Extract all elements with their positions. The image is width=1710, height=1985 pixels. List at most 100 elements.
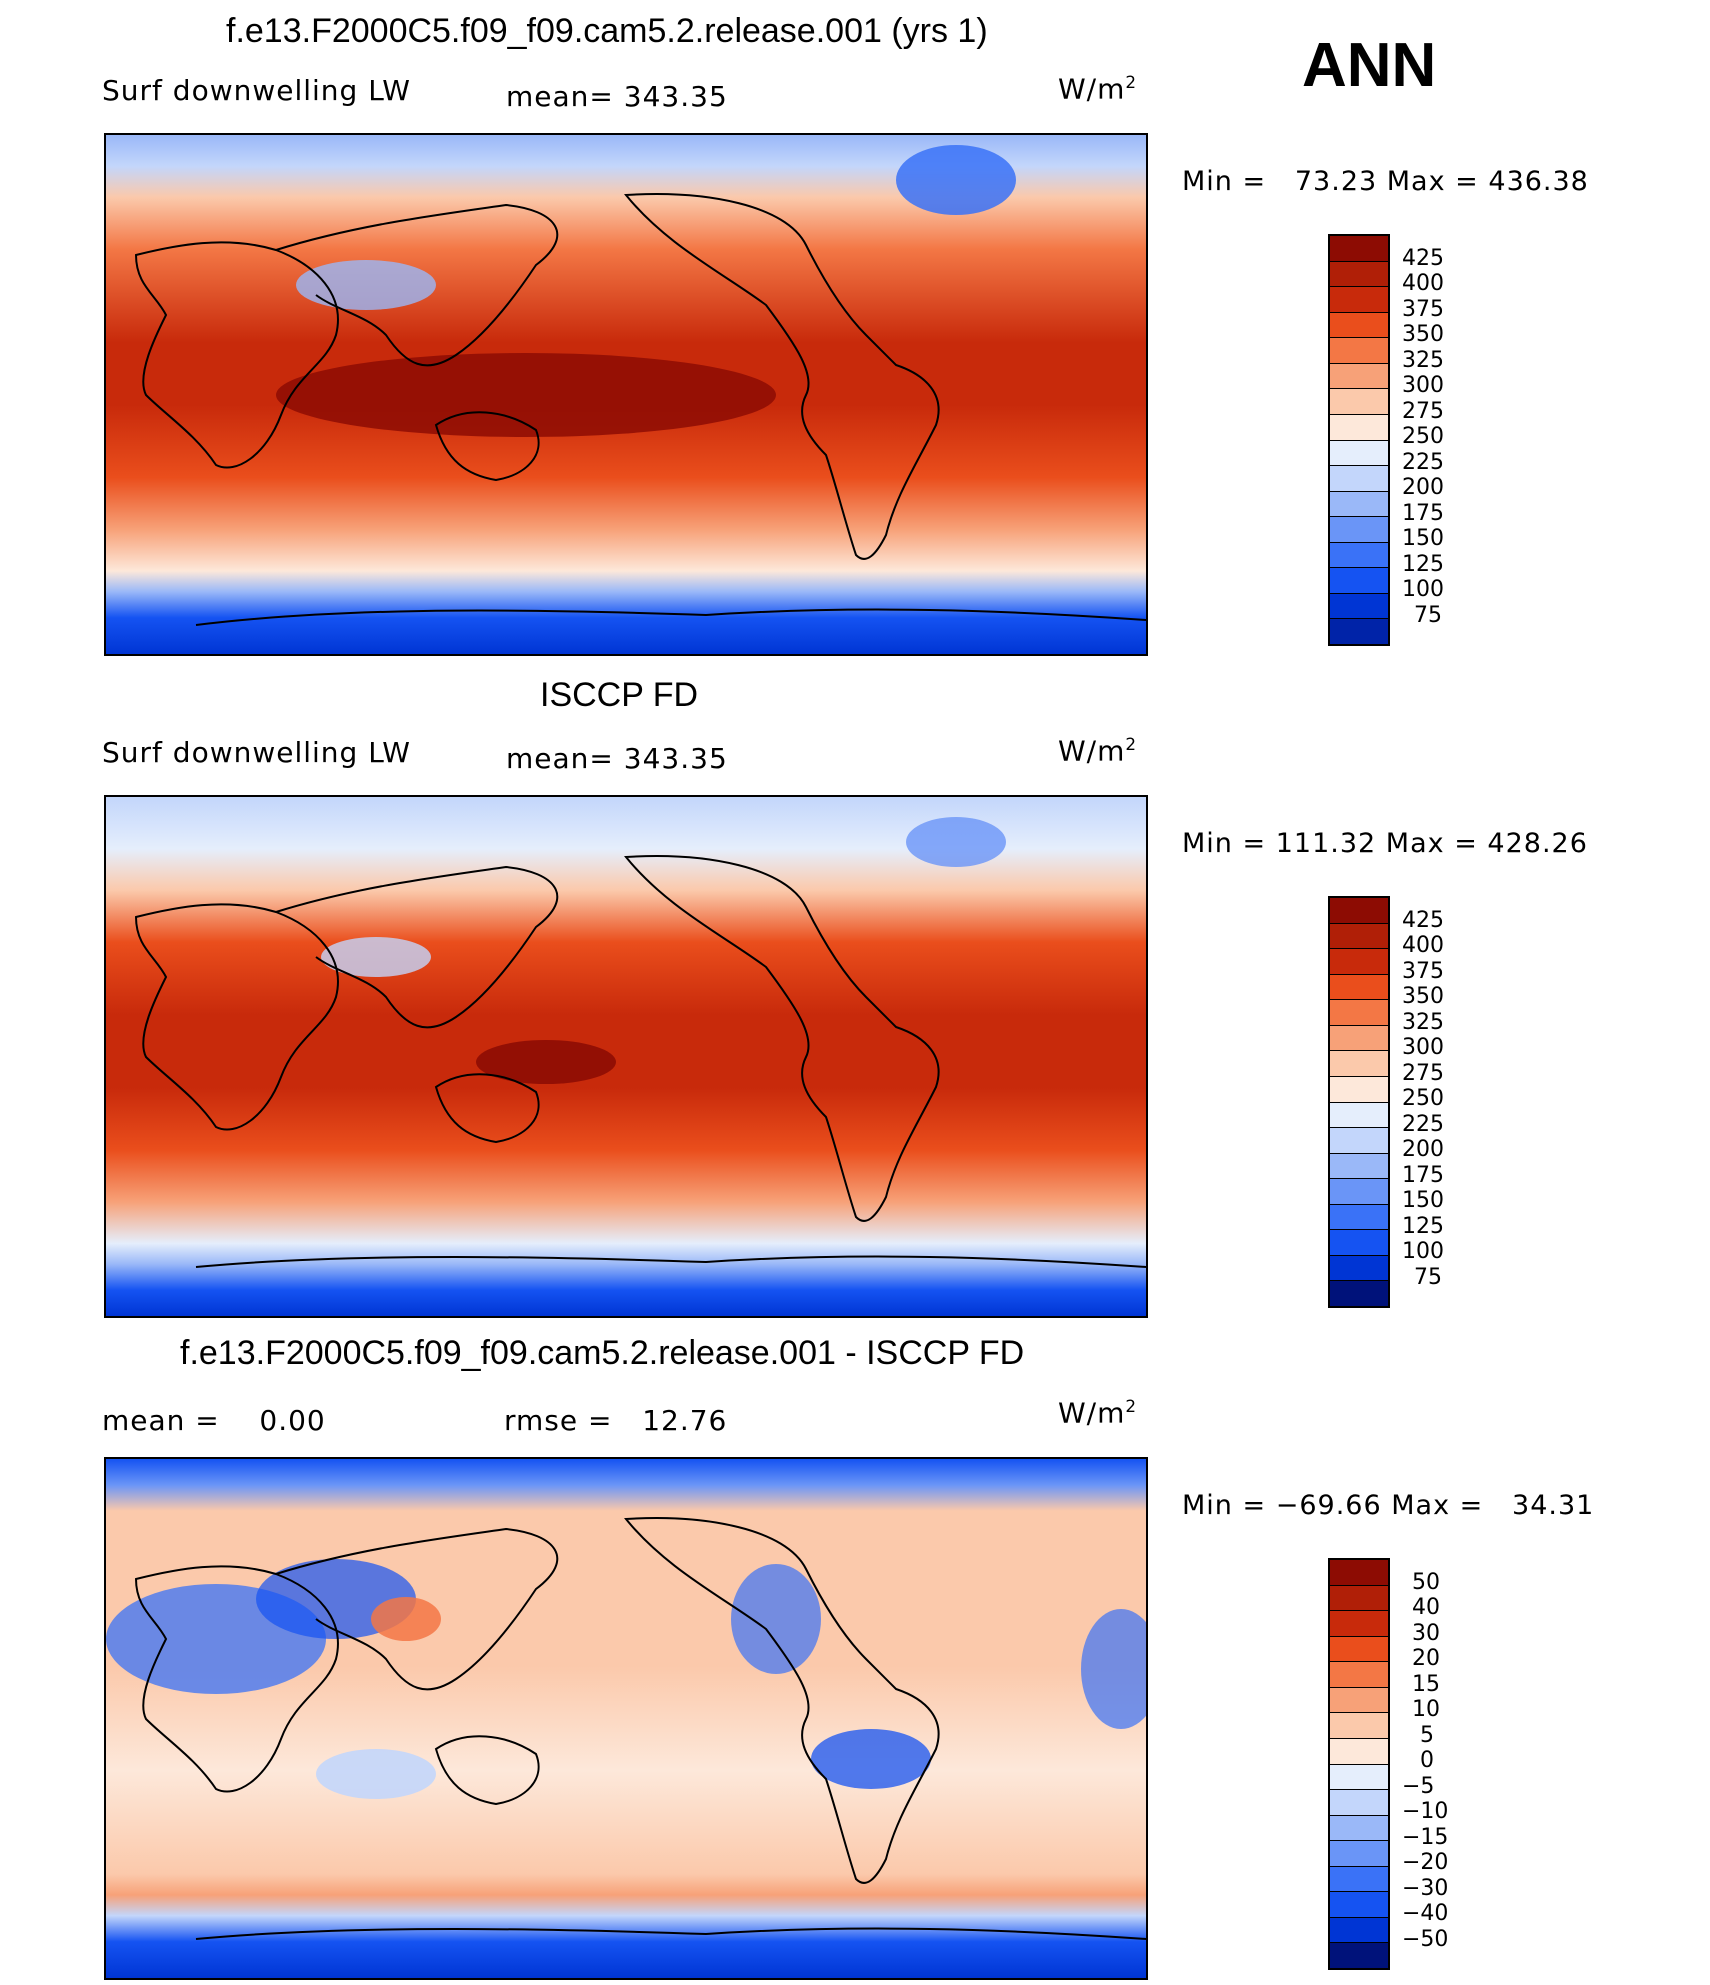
colorbar-label: 250 [1402,1086,1444,1111]
colorbar-swatch [1330,466,1388,492]
colorbar-swatch [1330,1636,1388,1663]
panel2-mean: mean= 343.35 [506,742,728,775]
panel3-map-canvas [106,1459,1146,1978]
panel3-mean-label: mean = [102,1404,220,1437]
panel2-max-label: Max = [1385,828,1478,859]
colorbar-swatch [1330,1585,1388,1612]
colorbar-swatch [1330,898,1388,924]
colorbar-swatch [1330,1051,1388,1077]
colorbar-label: 125 [1402,1214,1444,1239]
colorbar-label: −20 [1402,1850,1449,1875]
panel2-variable-label: Surf downwelling LW [102,736,411,769]
panel2-mean-label: mean= [506,742,614,775]
colorbar-swatch [1330,312,1388,339]
panel3-minmax: Min = −69.66 Max = 34.31 [1182,1490,1594,1521]
colorbar-label: 225 [1402,450,1444,475]
panel3-title: f.e13.F2000C5.f09_f09.cam5.2.release.001… [180,1334,1025,1372]
panel1-units-exp: 2 [1125,72,1138,92]
colorbar-swatch [1330,619,1388,644]
panel1-warm-pool [276,353,776,437]
panel1-mean-label: mean= [506,80,614,113]
colorbar-label: 100 [1402,1239,1444,1264]
colorbar-swatch [1330,923,1388,950]
panel3-units-exp: 2 [1125,1396,1138,1416]
colorbar-label: 40 [1412,1595,1440,1620]
colorbar-label: 100 [1402,577,1444,602]
panel3-map [104,1457,1148,1980]
colorbar-label: 225 [1402,1112,1444,1137]
colorbar-swatch [1330,236,1388,262]
colorbar-swatch [1330,338,1388,364]
colorbar-label: 175 [1402,1163,1444,1188]
panel1-units-base: W/m [1058,72,1126,106]
colorbar-label: 200 [1402,475,1444,500]
panel3-peru-anomaly [811,1729,931,1789]
panel1-units: W/m2 [1058,72,1137,105]
colorbar-label: 400 [1402,271,1444,296]
panel2-coastlines [134,855,1146,1268]
colorbar-label: 325 [1402,348,1444,373]
panel3-australia-anomaly [316,1749,436,1799]
colorbar-swatch [1330,440,1388,467]
colorbar-label: 325 [1402,1010,1444,1035]
panel3-california-anomaly [731,1564,821,1674]
colorbar-swatch [1330,261,1388,288]
colorbar-label: −40 [1402,1901,1449,1926]
panel2-greenland-cold [906,817,1006,867]
colorbar-label: 275 [1402,399,1444,424]
colorbar-label: 75 [1414,603,1442,628]
panel2-map [104,795,1148,1318]
panel3-mean-value: 0.00 [259,1404,326,1437]
panel1-minmax: Min = 73.23 Max = 436.38 [1182,166,1589,197]
panel2-min-label: Min = [1182,828,1267,859]
panel3-units: W/m2 [1058,1396,1137,1429]
panel1-title: f.e13.F2000C5.f09_f09.cam5.2.release.001… [226,12,988,50]
colorbar-swatch [1330,1662,1388,1688]
colorbar-label: 0 [1420,1748,1434,1773]
colorbar-swatch [1330,1943,1388,1968]
panel2-units-base: W/m [1058,734,1126,768]
colorbar-swatch [1330,1076,1388,1103]
colorbar-swatch [1330,949,1388,975]
colorbar-swatch [1330,491,1388,518]
panel1-greenland-cold [896,145,1016,215]
panel2-colorbar [1328,896,1390,1308]
colorbar-label: 425 [1402,908,1444,933]
colorbar-label: 75 [1414,1265,1442,1290]
panel2-minmax: Min = 111.32 Max = 428.26 [1182,828,1588,859]
colorbar-swatch [1330,389,1388,415]
colorbar-label: 300 [1402,1035,1444,1060]
panel2-mean-value: 343.35 [623,742,728,775]
colorbar-label: 150 [1402,1188,1444,1213]
colorbar-swatch [1330,974,1388,1001]
colorbar-label: 350 [1402,322,1444,347]
panel3-field [106,1459,1146,1978]
colorbar-swatch [1330,1204,1388,1231]
colorbar-swatch [1330,1815,1388,1842]
panel1-max-value: 436.38 [1488,166,1589,197]
colorbar-swatch [1330,1000,1388,1026]
colorbar-label: 150 [1402,526,1444,551]
colorbar-swatch [1330,593,1388,620]
colorbar-label: 20 [1412,1646,1440,1671]
panel2-field [106,797,1146,1316]
colorbar-swatch [1330,1153,1388,1180]
colorbar-swatch [1330,414,1388,441]
panel3-mean: mean = 0.00 [102,1404,326,1437]
panel3-coastlines [134,1517,1146,1940]
colorbar-swatch [1330,287,1388,313]
colorbar-label: 200 [1402,1137,1444,1162]
colorbar-swatch [1330,363,1388,390]
panel1-colorbar [1328,234,1390,646]
colorbar-swatch [1330,517,1388,543]
colorbar-label: 275 [1402,1061,1444,1086]
colorbar-swatch [1330,1790,1388,1816]
colorbar-swatch [1330,1179,1388,1205]
panel3-min-value: −69.66 [1275,1490,1382,1521]
colorbar-label: 5 [1420,1723,1434,1748]
colorbar-label: 250 [1402,424,1444,449]
colorbar-swatch [1330,542,1388,569]
panel2-title: ISCCP FD [540,676,699,714]
colorbar-label: 10 [1412,1697,1440,1722]
colorbar-swatch [1330,1281,1388,1306]
